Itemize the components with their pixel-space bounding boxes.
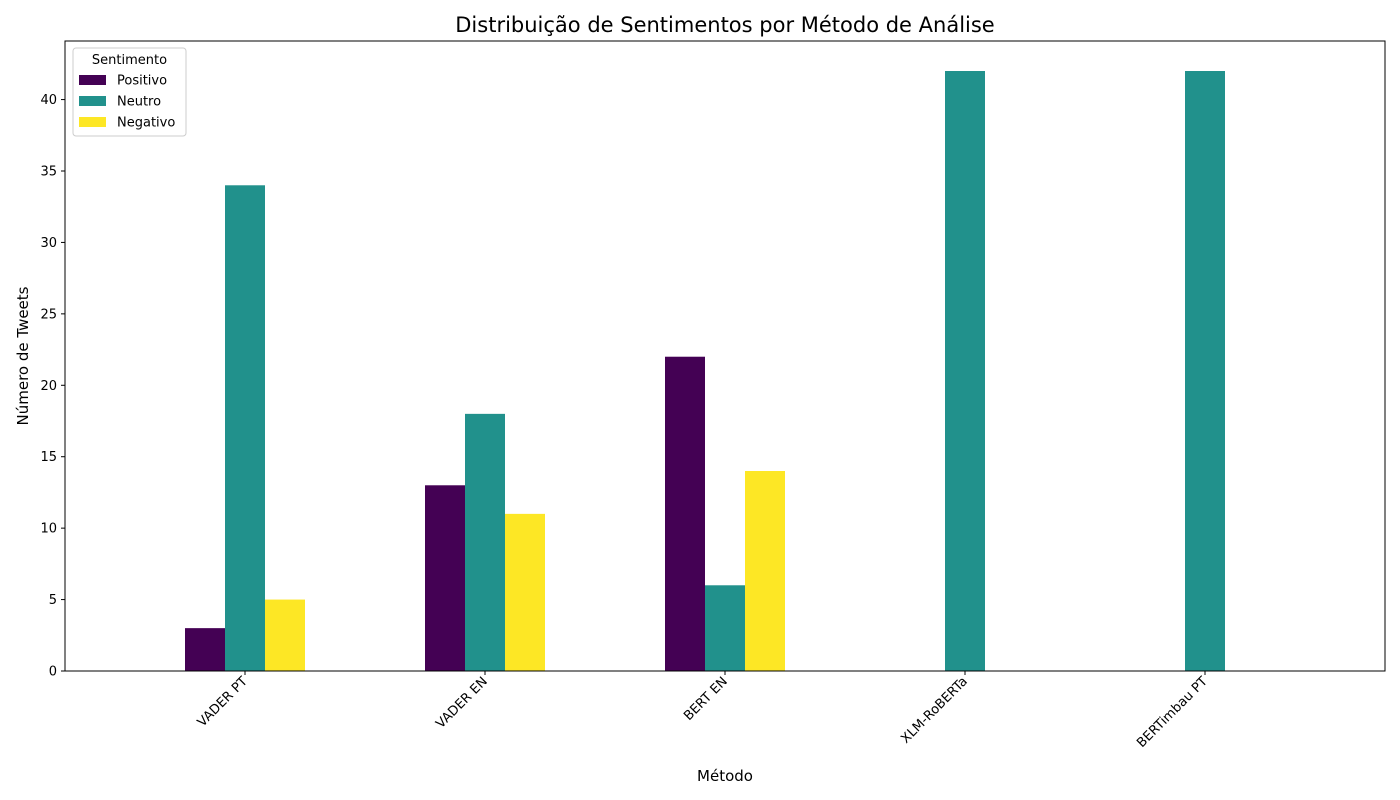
x-axis-label: Método xyxy=(697,767,753,785)
legend-swatch-neutro xyxy=(79,96,106,106)
y-tick-label: 40 xyxy=(40,93,57,108)
legend: Sentimento Positivo Neutro Negativo xyxy=(72,47,187,137)
y-axis-label: Número de Tweets xyxy=(14,286,32,425)
plot-frame xyxy=(64,40,1386,672)
x-tick-label: VADER PT xyxy=(195,674,251,730)
y-axis-ticks: 0 5 10 15 20 25 30 35 40 xyxy=(40,93,65,680)
bar-negativo-0 xyxy=(265,599,305,671)
bar-negativo-1 xyxy=(505,513,545,671)
y-tick-label: 15 xyxy=(40,450,57,465)
x-tick-label: XLM-RoBERTa xyxy=(898,674,970,746)
y-tick-label: 25 xyxy=(40,307,57,322)
legend-items: Positivo Neutro Negativo xyxy=(79,74,175,131)
y-tick-label: 30 xyxy=(40,236,57,251)
chart-title: Distribuição de Sentimentos por Método d… xyxy=(455,13,994,37)
bar-neutro-4 xyxy=(1185,71,1225,671)
x-tick-label: BERT EN xyxy=(681,674,731,724)
bars xyxy=(185,71,1225,672)
bar-neutro-2 xyxy=(705,585,745,671)
y-tick-label: 20 xyxy=(40,379,57,394)
bar-neutro-1 xyxy=(465,413,505,671)
bar-neutro-0 xyxy=(225,185,265,672)
y-tick-label: 0 xyxy=(49,665,57,680)
legend-swatch-negativo xyxy=(79,117,106,127)
x-tick-label: BERTimbau PT xyxy=(1134,674,1211,751)
legend-title: Sentimento xyxy=(92,53,167,68)
legend-swatch-positivo xyxy=(79,75,106,85)
x-tick-label: VADER EN xyxy=(433,674,490,731)
legend-box xyxy=(72,47,187,137)
legend-label-negativo: Negativo xyxy=(117,116,175,131)
bar-positivo-1 xyxy=(425,485,465,671)
legend-label-neutro: Neutro xyxy=(117,95,161,110)
y-tick-label: 35 xyxy=(40,165,57,180)
y-tick-label: 5 xyxy=(49,593,57,608)
bar-positivo-0 xyxy=(185,628,225,671)
legend-label-positivo: Positivo xyxy=(117,74,167,89)
bar-neutro-3 xyxy=(945,71,985,671)
bar-negativo-2 xyxy=(745,471,785,671)
y-tick-label: 10 xyxy=(40,522,57,537)
x-axis-ticks: VADER PT VADER EN BERT EN XLM-RoBERTa BERTim… xyxy=(195,671,1211,751)
bar-positivo-2 xyxy=(665,356,705,671)
